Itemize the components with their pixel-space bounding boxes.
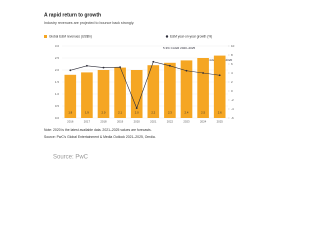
bar: [64, 74, 77, 118]
footer: Source: PwC: [53, 155, 89, 161]
note: Note: 2020 is the latest available data.…: [44, 128, 152, 132]
bar: [147, 65, 160, 118]
bar: [164, 62, 176, 118]
value-label: 1.8: [68, 111, 72, 115]
value-label: 2.0: [135, 111, 139, 115]
x-tick-label: 2019: [117, 120, 124, 124]
bar: [97, 70, 110, 118]
value-label: 2.6: [218, 111, 222, 115]
y-tick-label: 2.0: [55, 68, 60, 72]
y2-tick-label: 6: [231, 62, 233, 66]
y2-tick-label: 10: [231, 44, 235, 48]
bar: [130, 70, 143, 118]
growth-line: [70, 61, 220, 109]
chart-title: A rapid return to growth: [44, 12, 101, 18]
x-tick-label: 2023: [183, 120, 190, 124]
bar: [180, 60, 193, 118]
value-label: 2.3: [168, 111, 172, 115]
y-tick-label: 1.0: [55, 92, 60, 96]
bar: [114, 67, 126, 118]
value-label: 1.9: [85, 111, 89, 115]
annotation: 5.3% CAGR 2020–2025: [163, 46, 196, 50]
growth-point: [86, 64, 88, 67]
x-tick-label: 2020: [134, 120, 141, 124]
growth-point: [202, 72, 205, 74]
y-tick-label: 1.5: [55, 80, 60, 84]
y-tick-label: 0.5: [55, 104, 60, 108]
bar: [213, 55, 226, 118]
y-tick-label: 2.5: [55, 56, 60, 60]
y2-tick-label: 2: [231, 80, 233, 84]
growth-point: [102, 66, 105, 69]
y2-tick-label: -2: [231, 98, 234, 102]
value-label: 2.4: [185, 111, 189, 115]
growth-point: [185, 69, 188, 72]
value-label: 2.5: [201, 111, 205, 115]
bar: [81, 72, 93, 118]
x-tick-label: 2016: [67, 120, 74, 124]
y2-tick-label: -4: [231, 107, 234, 111]
y2-tick-label: 8: [231, 53, 233, 57]
y-tick-label: 0.0: [55, 116, 60, 120]
x-tick-label: 2017: [84, 120, 91, 124]
value-label: 2.0: [102, 111, 106, 115]
x-tick-label: 2022: [167, 120, 174, 124]
x-tick-label: 2018: [100, 120, 107, 124]
y2-tick-label: 0: [231, 89, 233, 93]
bar: [197, 58, 209, 118]
x-tick-label: 2025: [217, 120, 224, 124]
growth-point: [135, 107, 138, 109]
growth-point: [218, 74, 221, 77]
value-label: 2.2: [151, 111, 155, 115]
growth-point: [69, 69, 72, 72]
legend-label: E&M year-on-year growth (%): [170, 34, 212, 38]
x-tick-label: 2021: [150, 120, 157, 124]
chart: A rapid return to growth Industry revenu…: [44, 12, 235, 161]
legend-label: Global E&M revenues (US$tn): [49, 34, 92, 38]
growth-point: [169, 64, 171, 67]
y-tick-label: 3.0: [55, 44, 60, 48]
growth-point: [119, 66, 121, 69]
growth-point: [152, 60, 155, 63]
x-tick-label: 2024: [200, 120, 207, 124]
y2-tick-label: -6: [231, 116, 234, 120]
legend-swatch: [165, 35, 169, 38]
y2-tick-label: 4: [231, 71, 233, 75]
value-label: 2.1: [118, 111, 122, 115]
chart-subtitle: Industry revenues are projected to bounc…: [44, 21, 134, 25]
source: Source: PwC's Global Entertainment & Med…: [44, 135, 156, 139]
legend-swatch: [44, 35, 47, 38]
